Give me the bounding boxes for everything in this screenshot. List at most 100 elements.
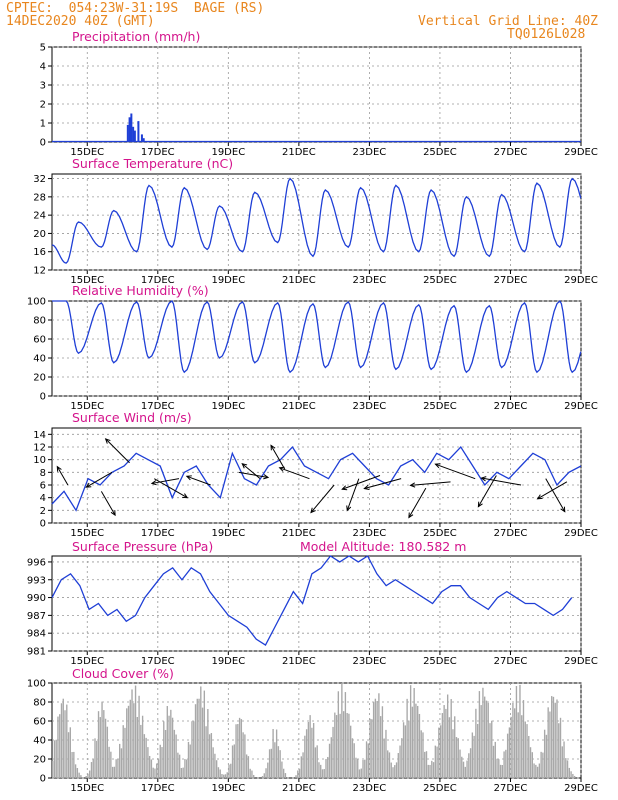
cloud-bar (503, 751, 505, 778)
x-tick-label: 25DEC (423, 147, 457, 158)
cloud-bar (277, 746, 280, 778)
y-tick-label: 981 (27, 647, 46, 658)
cloud-bar (247, 756, 250, 778)
cloud-bar (321, 769, 324, 778)
cloud-bar (141, 715, 144, 778)
series-line (51, 445, 582, 512)
wind-arrowhead (150, 480, 157, 486)
cloud-bar (157, 759, 160, 778)
y-tick-label: 0 (40, 392, 46, 403)
cloud-bar (508, 727, 511, 778)
cloud-bar (480, 705, 482, 778)
cloud-bar (351, 738, 354, 778)
cloud-bar (261, 776, 264, 778)
y-tick-label: 100 (27, 679, 46, 690)
panel-frame (51, 300, 582, 397)
cloud-bar (205, 726, 207, 778)
cloud-bar (402, 722, 405, 778)
y-tick-label: 1 (40, 119, 46, 130)
cloud-bar (189, 744, 191, 778)
wind-arrow (241, 463, 261, 480)
x-tick-label: 15DEC (70, 783, 104, 794)
cloud-bar (133, 703, 135, 778)
x-tick-label: 29DEC (564, 275, 598, 286)
cloud-bar (71, 752, 73, 778)
x-tick-label: 15DEC (70, 147, 104, 158)
wind-arrow (279, 467, 310, 480)
cloud-bar (450, 699, 452, 778)
cloud-bar (478, 691, 481, 778)
panel-cloud: 15DEC 17DEC 19DEC 21DEC 23DEC 25DEC 27DEC 29DEC… (27, 666, 598, 794)
cloud-bar (134, 685, 137, 778)
y-tick-label: 80 (33, 698, 46, 709)
cloud-bar (434, 745, 437, 778)
cloud-bar (551, 696, 553, 778)
cloud-bar (464, 766, 466, 778)
x-tick-label: 21DEC (282, 275, 316, 286)
cloud-bar (230, 763, 232, 778)
header-grid-line: Vertical Grid Line: 40Z (418, 14, 599, 29)
x-tick-label: 23DEC (353, 401, 387, 412)
y-tick-label: 990 (27, 593, 46, 604)
cloud-bar (429, 764, 431, 778)
wind-arrow (408, 487, 427, 518)
wind-arrow (537, 481, 568, 500)
panel-title: Surface Wind (m/s) (72, 410, 192, 425)
cloud-bar (558, 723, 560, 778)
cloud-bar (224, 774, 227, 778)
y-tick-label: 14 (33, 430, 46, 441)
x-tick-label: 15DEC (70, 528, 104, 539)
cloud-bar (535, 764, 537, 778)
cloud-bar (226, 772, 228, 778)
cloud-bar (424, 751, 426, 778)
cloud-bar (394, 765, 396, 778)
cloud-bar (282, 768, 285, 778)
y-tick-label: 40 (33, 354, 46, 365)
cloud-bar (186, 759, 188, 778)
cloud-bar (431, 760, 433, 778)
cloud-bar (168, 715, 170, 778)
precip-bar (137, 121, 140, 142)
cloud-bar (468, 753, 470, 778)
wind-arrowhead (363, 484, 370, 490)
cloud-bar (251, 770, 253, 778)
cloud-bar (90, 762, 93, 778)
cloud-bar (92, 758, 94, 778)
cloud-bar (505, 749, 507, 778)
cloud-bar (494, 741, 496, 778)
wind-arrow (238, 471, 269, 478)
cloud-bar (143, 734, 146, 778)
panel-frame (51, 173, 582, 271)
wind-arrow (545, 478, 566, 512)
cloud-bar (263, 773, 265, 778)
x-tick-label: 29DEC (564, 783, 598, 794)
wind-arrowhead (434, 463, 441, 469)
cloud-bar (556, 699, 558, 778)
cloud-bar (126, 708, 128, 778)
x-tick-label: 27DEC (494, 783, 528, 794)
wind-arrowhead (536, 494, 543, 500)
cloud-bar (300, 756, 302, 778)
cloud-bar (73, 751, 75, 778)
cloud-bar (320, 764, 322, 778)
cloud-bar (99, 717, 101, 778)
cloud-bar (512, 702, 514, 778)
cloud-bar (357, 758, 359, 778)
y-tick-label: 3 (40, 81, 46, 92)
cloud-bar (57, 716, 59, 778)
cloud-bar (542, 752, 544, 778)
cloud-bar (120, 748, 123, 778)
y-tick-label: 996 (27, 557, 46, 568)
y-tick-label: 60 (33, 717, 46, 728)
cloud-bar (129, 699, 131, 778)
panel-wind: 15DEC 17DEC 19DEC 21DEC 23DEC 25DEC 27DEC 29DEC… (33, 410, 598, 539)
cloud-bar (529, 747, 532, 778)
cloud-bar (489, 723, 491, 778)
cloud-bar (194, 704, 197, 778)
cloud-bar (117, 759, 119, 778)
cloud-bar (275, 729, 278, 778)
x-tick-label: 27DEC (494, 656, 528, 667)
cloud-bar (187, 741, 190, 778)
cloud-bar (219, 769, 221, 778)
cloud-bar (113, 766, 116, 778)
